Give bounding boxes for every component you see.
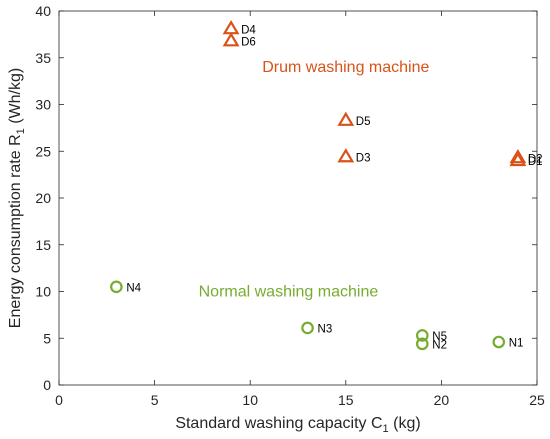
x-tick-label: 15 bbox=[338, 392, 354, 408]
x-axis-label: Standard washing capacity C1 (kg) bbox=[175, 415, 420, 435]
x-tick-label: 10 bbox=[242, 392, 258, 408]
point-label-d6: D6 bbox=[241, 36, 256, 48]
y-axis-label: Energy consumption rate R1 (Wh/kg) bbox=[7, 68, 27, 328]
x-tick-label: 20 bbox=[434, 392, 450, 408]
y-tick-label: 40 bbox=[35, 3, 51, 19]
data-point-d1 bbox=[509, 151, 527, 167]
point-label-n4: N4 bbox=[126, 282, 141, 294]
data-marks bbox=[110, 20, 527, 351]
y-tick-label: 35 bbox=[35, 50, 51, 66]
annotations: Drum washing machine Normal washing machi… bbox=[199, 59, 430, 300]
point-label-d5: D5 bbox=[356, 116, 371, 128]
point-label-d1: D1 bbox=[528, 156, 543, 168]
annotation-1: Normal washing machine bbox=[199, 284, 379, 301]
y-tick-label: 30 bbox=[35, 97, 51, 113]
data-point-d2 bbox=[509, 149, 527, 164]
plot-area bbox=[58, 10, 538, 386]
point-label-n5: N5 bbox=[432, 331, 447, 343]
axis-ticks: 0 5 10 15 20 25 0 5 10 15 20 25 30 35 40 bbox=[35, 3, 545, 408]
point-label-d4: D4 bbox=[241, 24, 256, 36]
y-tick-label: 5 bbox=[43, 330, 51, 346]
y-tick-label: 15 bbox=[35, 237, 51, 253]
x-tick-label: 5 bbox=[151, 392, 159, 408]
point-label-d2: D2 bbox=[528, 153, 543, 165]
point-label-d3: D3 bbox=[356, 152, 371, 164]
y-tick-label: 0 bbox=[43, 377, 51, 393]
annotation-0: Drum washing machine bbox=[262, 59, 429, 76]
point-label-n3: N3 bbox=[318, 323, 333, 335]
data-point-n1 bbox=[492, 335, 506, 349]
data-point-d5 bbox=[337, 111, 355, 126]
data-point-n4 bbox=[110, 280, 123, 294]
data-point-n5 bbox=[415, 329, 429, 342]
x-tick-label: 0 bbox=[55, 392, 63, 408]
y-tick-label: 25 bbox=[35, 143, 51, 159]
point-label-n1: N1 bbox=[509, 337, 524, 349]
x-tick-label: 25 bbox=[529, 392, 545, 408]
data-point-n2 bbox=[415, 337, 429, 351]
data-point-d6 bbox=[222, 32, 240, 47]
data-point-n3 bbox=[301, 321, 314, 335]
y-tick-label: 10 bbox=[35, 284, 51, 300]
point-label-n2: N2 bbox=[432, 339, 447, 351]
y-tick-label: 20 bbox=[35, 190, 51, 206]
data-point-d3 bbox=[337, 148, 355, 163]
